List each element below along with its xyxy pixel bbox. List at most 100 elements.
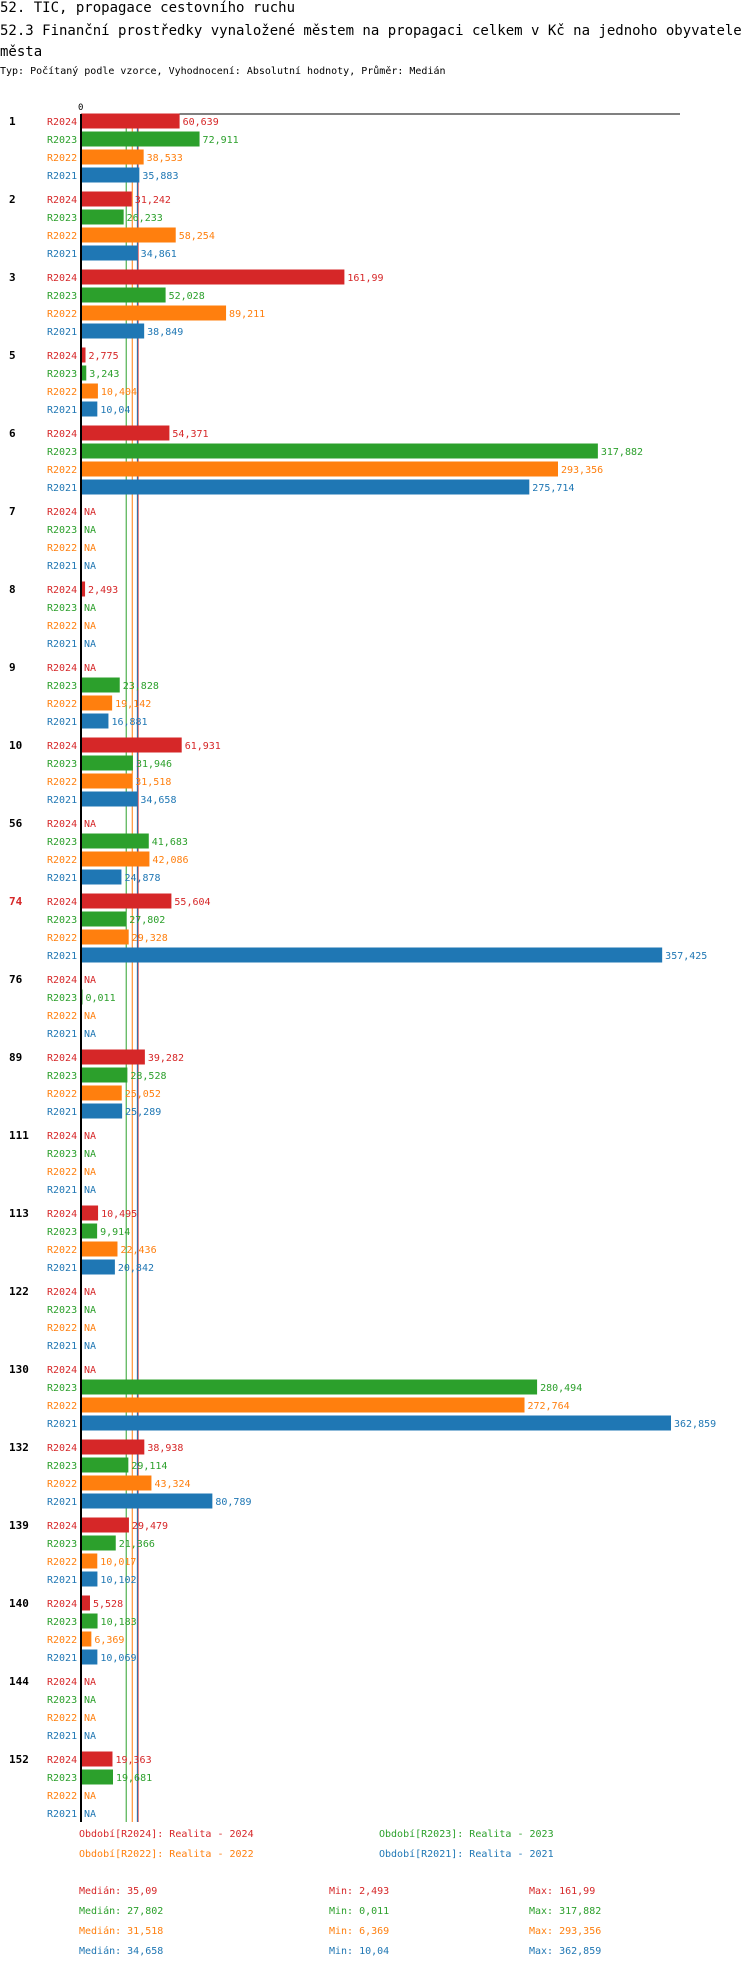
- series-label: R2024: [47, 819, 77, 830]
- series-label: R2024: [47, 1755, 77, 1766]
- bar: [81, 791, 138, 807]
- data-label: 10,183: [101, 1617, 137, 1628]
- data-label: 5,528: [93, 1599, 123, 1610]
- group-label: 132: [9, 1441, 29, 1454]
- series-label: R2021: [47, 1341, 77, 1352]
- series-label: R2022: [47, 231, 77, 242]
- group-label: 1: [9, 115, 16, 128]
- series-label: R2024: [47, 507, 77, 518]
- data-label: 34,658: [140, 795, 176, 806]
- bar: [81, 1085, 122, 1101]
- data-label: 19,142: [115, 699, 151, 710]
- data-label: 23,828: [123, 681, 159, 692]
- stat-min-r2022: Min: 6,369: [329, 1926, 390, 1937]
- data-label: 25,052: [125, 1089, 161, 1100]
- bar: [81, 1205, 99, 1221]
- series-label: R2021: [47, 327, 77, 338]
- data-label: 317,882: [601, 447, 643, 458]
- bar: [81, 245, 138, 261]
- data-label: 55,604: [174, 897, 210, 908]
- data-label: 42,086: [152, 855, 188, 866]
- data-label: 89,211: [229, 309, 265, 320]
- series-label: R2022: [47, 1167, 77, 1178]
- data-label: 26,233: [127, 213, 163, 224]
- bar: [81, 1241, 118, 1257]
- data-label: 357,425: [665, 951, 707, 962]
- data-label: 29,328: [132, 933, 168, 944]
- na-label: NA: [84, 621, 96, 632]
- group-label: 2: [9, 193, 16, 206]
- series-label: R2024: [47, 1053, 77, 1064]
- data-label: 54,371: [172, 429, 208, 440]
- data-label: 41,683: [152, 837, 188, 848]
- series-label: R2022: [47, 1713, 77, 1724]
- bar: [81, 893, 172, 909]
- series-label: R2022: [47, 777, 77, 788]
- legend-item-r2022: Období[R2022]: Realita - 2022: [79, 1849, 254, 1860]
- data-label: 19,681: [116, 1773, 152, 1784]
- data-label: 2,493: [88, 585, 118, 596]
- series-label: R2022: [47, 1323, 77, 1334]
- data-label: 280,494: [540, 1383, 582, 1394]
- na-label: NA: [84, 975, 96, 986]
- data-label: 38,938: [147, 1443, 183, 1454]
- series-label: R2022: [47, 1791, 77, 1802]
- bar: [81, 1067, 128, 1083]
- data-label: 27,802: [129, 915, 165, 926]
- group-label: 113: [9, 1207, 29, 1220]
- bar: [81, 167, 140, 183]
- data-label: 293,356: [561, 465, 603, 476]
- data-label: 22,436: [120, 1245, 156, 1256]
- series-label: R2024: [47, 1599, 77, 1610]
- series-label: R2021: [47, 1107, 77, 1118]
- bar: [81, 347, 86, 363]
- series-label: R2021: [47, 639, 77, 650]
- bar: [81, 131, 200, 147]
- series-label: R2023: [47, 1305, 77, 1316]
- data-label: 10,017: [100, 1557, 136, 1568]
- na-label: NA: [84, 507, 96, 518]
- series-label: R2023: [47, 1695, 77, 1706]
- series-label: R2021: [47, 1809, 77, 1820]
- data-label: 31,518: [135, 777, 171, 788]
- group-label: 140: [9, 1597, 29, 1610]
- bar: [81, 305, 227, 321]
- series-label: R2023: [47, 369, 77, 380]
- bar: [81, 1457, 129, 1473]
- series-label: R2022: [47, 543, 77, 554]
- legend-item-r2024: Období[R2024]: Realita - 2024: [79, 1829, 254, 1840]
- bar: [81, 713, 109, 729]
- data-label: 161,99: [347, 273, 383, 284]
- na-label: NA: [84, 525, 96, 536]
- series-label: R2023: [47, 1149, 77, 1160]
- bar: [81, 1769, 114, 1785]
- stat-max-r2023: Max: 317,882: [529, 1906, 602, 1917]
- data-label: 362,859: [674, 1419, 716, 1430]
- na-label: NA: [84, 639, 96, 650]
- data-label: 10,404: [101, 387, 137, 398]
- series-label: R2024: [47, 585, 77, 596]
- bar: [81, 1595, 90, 1611]
- group-label: 74: [9, 895, 23, 908]
- data-label: 2,775: [89, 351, 119, 362]
- bar: [81, 773, 133, 789]
- x-tick-label: 0: [78, 103, 83, 113]
- group-label: 3: [9, 271, 16, 284]
- na-label: NA: [84, 1809, 96, 1820]
- bar: [81, 833, 149, 849]
- series-label: R2024: [47, 273, 77, 284]
- group-label: 9: [9, 661, 16, 674]
- bar: [81, 1517, 129, 1533]
- data-label: 16,881: [111, 717, 147, 728]
- data-label: 31,242: [135, 195, 171, 206]
- series-label: R2023: [47, 1071, 77, 1082]
- bar: [81, 1751, 113, 1767]
- bar: [81, 365, 87, 381]
- data-label: 72,911: [203, 135, 239, 146]
- data-label: 60,639: [183, 117, 219, 128]
- chart-subtitle: 52.3 Finanční prostředky vynaložené měst…: [0, 23, 742, 60]
- group-label: 130: [9, 1363, 29, 1376]
- legend-item-r2021: Období[R2021]: Realita - 2021: [379, 1849, 554, 1860]
- data-label: 29,114: [131, 1461, 167, 1472]
- legend-item-r2023: Období[R2023]: Realita - 2023: [379, 1829, 554, 1840]
